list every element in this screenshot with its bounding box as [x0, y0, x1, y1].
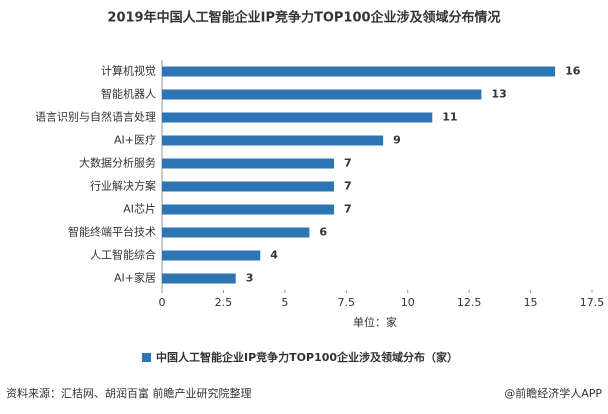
value-label: 16 — [565, 65, 581, 78]
x-tick-label: 10 — [401, 296, 415, 309]
bar — [162, 135, 384, 146]
bar — [162, 158, 334, 169]
legend-label: 中国人工智能企业IP竞争力TOP100企业涉及领域分布（家） — [156, 350, 458, 364]
x-tick-label: 7.5 — [338, 296, 356, 309]
value-label: 9 — [393, 134, 401, 147]
value-label: 13 — [491, 88, 506, 101]
y-tick-label: AI+医疗 — [114, 133, 156, 147]
x-tick-label: 0 — [159, 296, 166, 309]
y-tick-label: 计算机视觉 — [101, 64, 156, 78]
y-tick-label: AI+家居 — [114, 271, 156, 285]
value-label: 4 — [270, 249, 278, 262]
chart-title: 2019年中国人工智能企业IP竞争力TOP100企业涉及领域分布情况 — [107, 10, 500, 26]
bar — [162, 250, 261, 261]
y-tick-label: 语言识别与自然语言处理 — [35, 110, 156, 124]
bar — [162, 227, 310, 238]
bar — [162, 112, 433, 123]
source: 资料来源：汇桔网、胡润百富 前瞻产业研究院整理 — [6, 386, 252, 400]
value-label: 7 — [344, 157, 352, 170]
x-tick-label: 15 — [524, 296, 538, 309]
value-label: 3 — [246, 272, 254, 285]
x-tick-label: 2.5 — [215, 296, 233, 309]
y-tick-label: 大数据分析服务 — [79, 156, 156, 170]
credit: @前瞻经济学人APP — [504, 386, 602, 400]
x-tick-label: 5 — [281, 296, 288, 309]
value-label: 7 — [344, 180, 352, 193]
y-tick-label: 人工智能综合 — [90, 248, 156, 262]
y-tick-label: 智能机器人 — [101, 87, 156, 101]
y-tick-label: 行业解决方案 — [90, 179, 156, 193]
axis-title: 单位：家 — [353, 315, 397, 329]
bar — [162, 181, 334, 192]
bar — [162, 273, 236, 284]
bar — [162, 66, 556, 77]
value-label: 6 — [319, 226, 327, 239]
y-tick-label: AI芯片 — [123, 202, 156, 216]
bar — [162, 204, 334, 215]
value-label: 7 — [344, 203, 352, 216]
x-tick-label: 17.5 — [580, 296, 605, 309]
y-tick-label: 智能终端平台技术 — [68, 225, 156, 239]
bar — [162, 89, 482, 100]
x-tick-label: 12.5 — [457, 296, 482, 309]
value-label: 11 — [442, 111, 457, 124]
legend-swatch — [142, 353, 151, 362]
